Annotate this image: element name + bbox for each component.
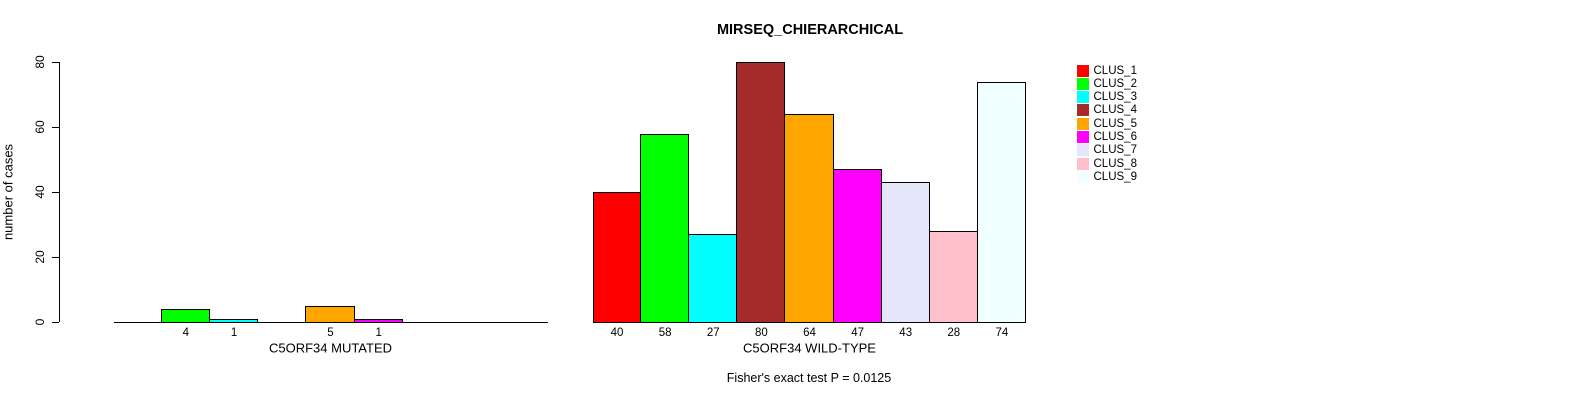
y-axis-line bbox=[59, 62, 61, 322]
legend-swatch-CLUS_8 bbox=[1076, 157, 1089, 170]
bar-value-label-CLUS_5: 64 bbox=[803, 326, 816, 339]
footnote-fisher-test: Fisher's exact test P = 0.0125 bbox=[726, 371, 892, 385]
bar-CLUS_6 bbox=[832, 169, 882, 323]
group-label-wildtype: C5ORF34 WILD-TYPE bbox=[743, 340, 876, 356]
bar-value-label-CLUS_6: 47 bbox=[851, 326, 864, 339]
bar-value-label-CLUS_8: 28 bbox=[947, 326, 961, 339]
bar-value-label-CLUS_6: 1 bbox=[375, 326, 382, 339]
y-tick-40 bbox=[52, 192, 59, 194]
y-tick-label-0: 0 bbox=[33, 318, 47, 326]
bar-CLUS_5 bbox=[784, 114, 834, 323]
bar-CLUS_2 bbox=[640, 133, 690, 323]
legend-swatch-CLUS_9 bbox=[1076, 170, 1089, 183]
bar-CLUS_8 bbox=[928, 231, 978, 323]
bar-value-label-CLUS_5: 5 bbox=[327, 326, 334, 339]
legend-label-CLUS_4: CLUS_4 bbox=[1093, 104, 1137, 117]
legend-swatch-CLUS_4 bbox=[1076, 104, 1089, 117]
bar-value-label-CLUS_3: 27 bbox=[706, 326, 720, 339]
y-tick-label-80: 80 bbox=[33, 55, 47, 69]
bar-CLUS_6 bbox=[353, 318, 403, 323]
bar-value-label-CLUS_7: 43 bbox=[899, 326, 913, 339]
bar-value-label-CLUS_2: 58 bbox=[658, 326, 672, 339]
y-tick-label-60: 60 bbox=[33, 120, 47, 134]
legend-swatch-CLUS_2 bbox=[1076, 77, 1089, 90]
bar-value-label-CLUS_1: 40 bbox=[610, 326, 624, 339]
legend-swatch-CLUS_3 bbox=[1076, 91, 1089, 104]
legend-label-CLUS_1: CLUS_1 bbox=[1093, 64, 1137, 77]
chart-title: MIRSEQ_CHIERARCHICAL bbox=[716, 22, 904, 38]
legend-label-CLUS_2: CLUS_2 bbox=[1093, 77, 1137, 90]
legend-swatch-CLUS_1 bbox=[1076, 64, 1089, 77]
legend-label-CLUS_7: CLUS_7 bbox=[1093, 144, 1137, 157]
legend-label-CLUS_3: CLUS_3 bbox=[1093, 91, 1137, 104]
bar-value-label-CLUS_3: 1 bbox=[230, 326, 238, 339]
bar-value-label-CLUS_2: 4 bbox=[182, 326, 190, 339]
bar-CLUS_3 bbox=[208, 318, 259, 323]
bar-value-label-CLUS_9: 74 bbox=[995, 326, 1009, 339]
legend-label-CLUS_8: CLUS_8 bbox=[1093, 157, 1137, 170]
legend-label-CLUS_6: CLUS_6 bbox=[1093, 131, 1137, 143]
y-tick-60 bbox=[52, 127, 59, 129]
legend-swatch-CLUS_7 bbox=[1076, 144, 1089, 157]
legend-swatch-CLUS_6 bbox=[1076, 131, 1089, 143]
legend-label-CLUS_5: CLUS_5 bbox=[1093, 117, 1137, 130]
y-axis-title: number of cases bbox=[0, 143, 16, 241]
y-tick-80 bbox=[52, 62, 59, 64]
group-label-mutated: C5ORF34 MUTATED bbox=[268, 340, 393, 356]
bar-CLUS_9 bbox=[976, 81, 1026, 323]
bar-value-label-CLUS_4: 80 bbox=[754, 326, 768, 339]
legend-label-CLUS_9: CLUS_9 bbox=[1093, 170, 1137, 183]
bar-CLUS_3 bbox=[688, 234, 738, 323]
bar-CLUS_5 bbox=[305, 305, 355, 323]
legend-swatch-CLUS_5 bbox=[1076, 117, 1089, 130]
y-tick-label-20: 20 bbox=[33, 250, 47, 264]
bar-CLUS_4 bbox=[736, 62, 786, 323]
bar-CLUS_2 bbox=[160, 309, 210, 323]
bar-CLUS_7 bbox=[880, 182, 930, 323]
y-tick-0 bbox=[52, 322, 59, 324]
bar-CLUS_1 bbox=[593, 192, 642, 323]
y-tick-label-40: 40 bbox=[33, 185, 47, 199]
y-tick-20 bbox=[52, 257, 59, 259]
